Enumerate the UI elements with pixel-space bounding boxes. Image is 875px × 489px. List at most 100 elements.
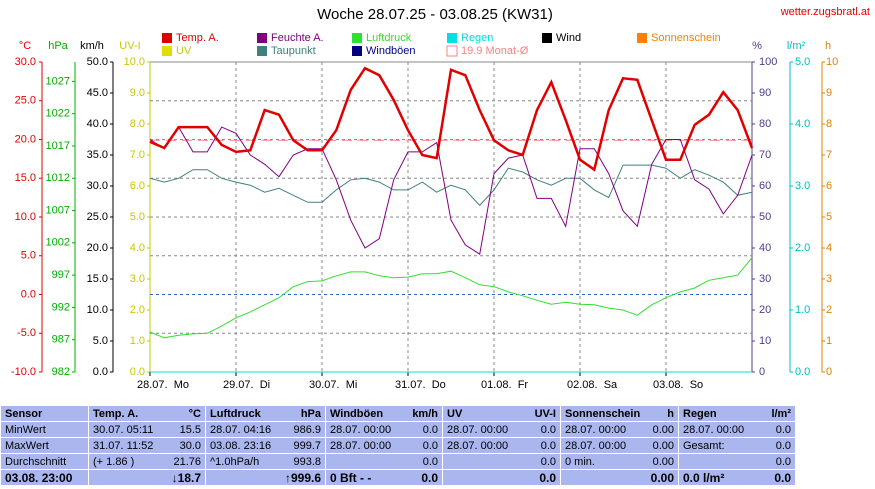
cell-text: 28.07. 00:00 (683, 423, 745, 436)
y-tick-label: 10 (826, 56, 838, 68)
y-tick-label: 25.0 (87, 211, 108, 223)
table-cell: km/h Windböen (325, 405, 443, 422)
x-tick-label: 29.07. Di (223, 379, 270, 391)
x-tick-label: 28.07. Mo (137, 379, 189, 391)
cell-text: Sensor (5, 407, 43, 420)
y-tick-label: 0 (759, 366, 765, 378)
y-tick-label: 1.0 (130, 335, 145, 347)
y-tick-label: 25.0 (15, 95, 36, 107)
legend-label: Taupunkt (271, 45, 316, 57)
cell-text: ↓18.7 (171, 470, 201, 485)
y-tick-label: 20 (759, 304, 771, 316)
table-cell: MinWert (0, 421, 89, 438)
cell-text: 993.8 (293, 455, 321, 468)
y-tick-label: 100 (759, 56, 777, 68)
table-cell: 0.00 28.07. 00:00 (560, 421, 679, 438)
cell-text: 0.0 (775, 423, 791, 436)
cell-text: Temp. A. (93, 407, 139, 420)
cell-text: 28.07. 00:00 (565, 423, 627, 436)
cell-text: 28.07. 00:00 (447, 439, 509, 452)
cell-text: 0 min. (565, 455, 595, 468)
legend-swatch (637, 33, 647, 43)
table-cell: 21.76 (+ 1.86 ) (88, 453, 206, 470)
cell-text: 28.07. 00:00 (447, 423, 509, 436)
y-tick-label: 1.0 (795, 304, 810, 316)
cell-text: UV (447, 407, 463, 420)
cell-text: 03.08. 23:00 (5, 470, 73, 485)
axis-title: h (825, 40, 831, 52)
legend-label: Sonnenschein (651, 32, 721, 44)
table-cell: 0.0 (442, 453, 561, 470)
cell-text: 0.0 l/m² (683, 470, 725, 485)
legend-label: Feuchte A. (271, 32, 324, 44)
table-cell: 0.0 (325, 453, 443, 470)
y-tick-label: 2 (826, 304, 832, 316)
legend-label: Temp. A. (176, 32, 219, 44)
cell-text: 28.07. 00:00 (330, 423, 392, 436)
cell-text: Durchschnitt (5, 455, 67, 468)
y-tick-label: 987 (52, 334, 70, 346)
table-cell: 03.08. 23:00 (0, 469, 89, 486)
table-cell: 0.0 (442, 469, 561, 486)
table-cell: 0.0 (678, 453, 796, 470)
cell-text: l/m² (771, 407, 791, 420)
cell-text: MaxWert (5, 439, 49, 452)
x-tick-label: 30.07. Mi (309, 379, 357, 391)
x-tick-label: 03.08. So (653, 379, 703, 391)
cell-text: km/h (412, 407, 438, 420)
cell-text: Windböen (330, 407, 384, 420)
table-cell: 0.0 Gesamt: (678, 437, 796, 454)
cell-text: UV-I (534, 407, 556, 420)
cell-text: 0.00 (652, 423, 674, 436)
x-tick-label: 01.08. Fr (481, 379, 528, 391)
cell-text: 0 Bft - - (330, 470, 372, 485)
y-tick-label: 1007 (46, 204, 70, 216)
series-line (149, 126, 753, 256)
y-tick-label: 10.0 (124, 56, 145, 68)
cell-text: 0.0 (540, 455, 556, 468)
y-tick-label: 30 (759, 273, 771, 285)
table-cell: l/m² Regen (678, 405, 796, 422)
y-tick-label: -5.0 (17, 327, 36, 339)
table-cell: UV-I UV (442, 405, 561, 422)
y-tick-label: 45.0 (87, 87, 108, 99)
table-cell: 0.0 28.07. 00:00 (325, 421, 443, 438)
cell-text: 15.5 (179, 423, 201, 436)
table-cell: 0.00 (560, 469, 679, 486)
legend-label: Windböen (366, 45, 416, 57)
cell-text: 28.07. 00:00 (565, 439, 627, 452)
y-tick-label: 30.0 (15, 56, 36, 68)
cell-text: 0.0 (422, 423, 438, 436)
y-tick-label: 7.0 (130, 149, 145, 161)
y-tick-label: 10.0 (15, 211, 36, 223)
y-tick-label: 15.0 (15, 172, 36, 184)
y-tick-label: 4.0 (130, 242, 145, 254)
legend-label: Luftdruck (366, 32, 412, 44)
cell-text: Gesamt: (683, 439, 725, 452)
y-tick-label: 20.0 (15, 133, 36, 145)
cell-text: °C (188, 407, 201, 420)
y-tick-label: 6.0 (130, 180, 145, 192)
x-tick-label: 31.07. Do (395, 379, 446, 391)
y-tick-label: 1002 (46, 237, 70, 249)
y-tick-label: 4 (826, 242, 832, 254)
axis-title: hPa (48, 40, 68, 52)
x-tick-label: 02.08. Sa (567, 379, 618, 391)
table-cell: hPa Luftdruck (205, 405, 326, 422)
y-tick-label: 5.0 (93, 335, 108, 347)
y-tick-label: 9.0 (130, 87, 145, 99)
y-tick-label: 0 (826, 366, 832, 378)
series-line (149, 257, 753, 339)
cell-text: 0.0 (539, 470, 556, 485)
cell-text: 28.07. 00:00 (330, 439, 392, 452)
site-link[interactable]: wetter.zugsbratl.at (780, 6, 870, 18)
y-tick-label: 1012 (46, 172, 70, 184)
table-cell: ↓18.7 (88, 469, 206, 486)
cell-text: 0.00 (650, 470, 674, 485)
y-tick-label: 1027 (46, 75, 70, 87)
cell-text: Luftdruck (210, 407, 261, 420)
cell-text: Regen (683, 407, 717, 420)
chart: Woche 28.07.25 - 03.08.25 (KW31) wetter.… (11, 6, 870, 391)
y-tick-label: 997 (52, 269, 70, 281)
